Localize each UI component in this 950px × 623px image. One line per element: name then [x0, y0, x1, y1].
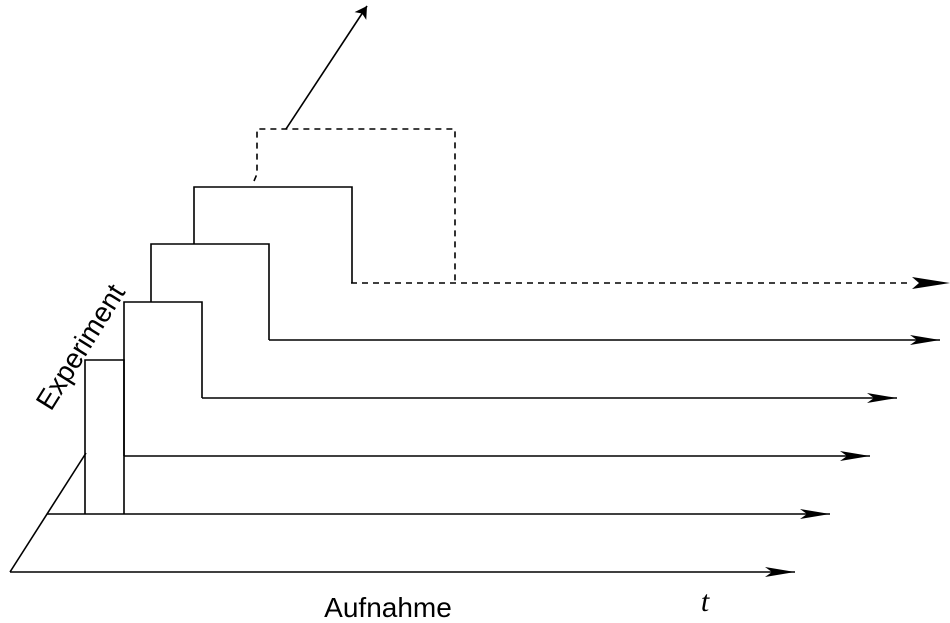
depth-axis-line: [9, 452, 87, 573]
time-axis-6-arrowhead: [912, 277, 950, 289]
experiment-box-2: [123, 301, 203, 456]
experiment-box-1: [84, 359, 125, 514]
experiment-box-dashed: [253, 128, 456, 283]
experiment-box-3: [150, 243, 270, 340]
time-label: t: [701, 585, 710, 618]
continuation-arrow: [285, 5, 368, 130]
experiment-box-4: [193, 186, 353, 283]
depth-axis-label: Experiment: [30, 278, 131, 415]
x-axis-label: Aufnahme: [324, 592, 452, 623]
